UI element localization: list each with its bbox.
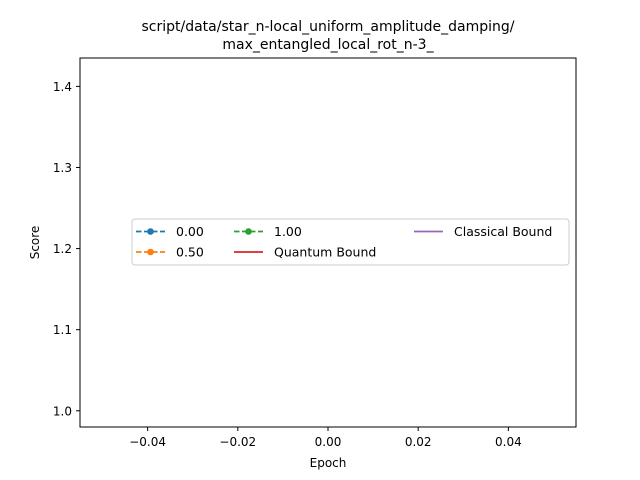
legend-item: 1.00: [234, 224, 302, 239]
legend-item: Quantum Bound: [234, 245, 376, 260]
chart-title-line: script/data/star_n-local_uniform_amplitu…: [141, 19, 514, 35]
y-tick-label: 1.3: [53, 161, 72, 175]
legend-label: Quantum Bound: [274, 245, 376, 260]
y-tick-label: 1.4: [53, 80, 72, 94]
legend-marker: [245, 228, 252, 235]
legend-item: 0.50: [136, 245, 204, 260]
x-tick-label: −0.02: [219, 435, 256, 449]
legend-item: 0.00: [136, 224, 204, 239]
y-tick-label: 1.1: [53, 323, 72, 337]
legend-item: Classical Bound: [414, 224, 552, 239]
legend-label: 0.00: [176, 224, 204, 239]
x-tick-label: 0.02: [405, 435, 432, 449]
y-tick-label: 1.0: [53, 404, 72, 418]
chart-title-line: max_entangled_local_rot_n-3_: [222, 37, 434, 53]
y-axis-label: Score: [28, 226, 42, 260]
legend-marker: [147, 228, 154, 235]
legend-label: Classical Bound: [454, 224, 552, 239]
x-axis: −0.04 −0.02 0.00 0.02 0.04: [129, 427, 522, 449]
y-axis: 1.0 1.1 1.2 1.3 1.4: [53, 80, 80, 418]
legend: 0.00 0.50 1.00 Quantum Bound Classical Bound: [131, 218, 570, 266]
chart-title: script/data/star_n-local_uniform_amplitu…: [141, 19, 514, 53]
legend-marker: [147, 248, 154, 256]
legend-label: 1.00: [274, 224, 302, 239]
x-axis-label: Epoch: [310, 456, 347, 470]
legend-box: [131, 218, 570, 266]
x-tick-label: −0.04: [129, 435, 166, 449]
y-tick-label: 1.2: [53, 242, 72, 256]
x-tick-label: 0.00: [315, 435, 342, 449]
x-tick-label: 0.04: [495, 435, 522, 449]
legend-label: 0.50: [176, 245, 204, 260]
